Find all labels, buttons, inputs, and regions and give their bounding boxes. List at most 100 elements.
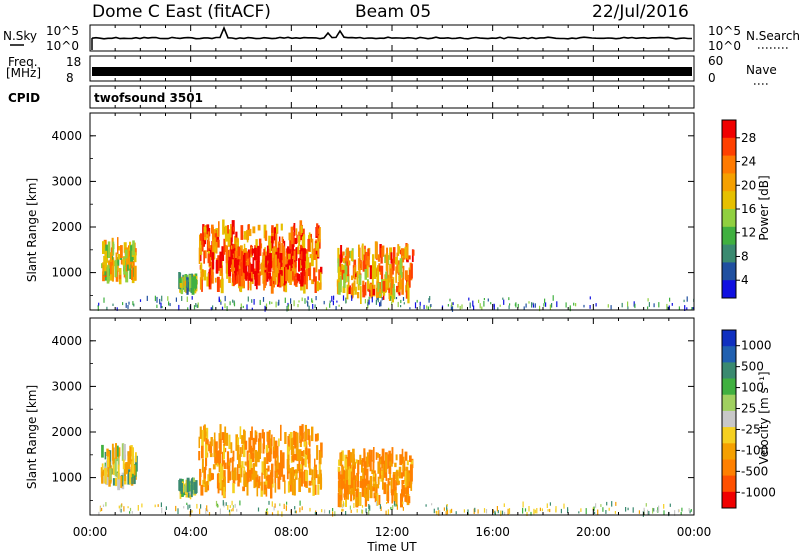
data-cell	[376, 298, 378, 301]
data-cell	[220, 301, 222, 305]
data-cell	[428, 298, 430, 303]
data-cell	[297, 247, 300, 255]
data-cell	[363, 487, 366, 498]
data-cell	[381, 245, 385, 257]
data-cell	[293, 479, 296, 496]
colorbar-tick-label: 24	[741, 155, 756, 169]
data-cell	[262, 278, 265, 284]
data-cell	[353, 479, 355, 495]
data-cell	[264, 234, 267, 241]
data-cell	[175, 297, 177, 302]
data-cell	[332, 300, 334, 306]
data-cell	[398, 275, 401, 282]
data-cell	[276, 268, 279, 285]
data-cell	[399, 454, 402, 466]
data-cell	[377, 452, 379, 458]
data-cell	[592, 507, 594, 511]
data-cell	[307, 301, 309, 307]
data-cell	[614, 511, 616, 514]
data-cell	[238, 268, 241, 287]
data-cell	[290, 298, 292, 304]
data-cell	[401, 257, 405, 263]
data-cell	[293, 269, 297, 274]
data-cell	[259, 299, 261, 305]
data-cell	[112, 303, 114, 306]
data-cell	[270, 481, 273, 499]
colorbar-swatch	[722, 346, 736, 363]
data-cell	[128, 301, 130, 305]
data-cell	[377, 282, 380, 292]
data-cell	[387, 509, 389, 516]
data-cell	[302, 236, 305, 250]
data-cell	[242, 305, 244, 308]
data-cell	[296, 234, 298, 244]
data-cell	[395, 297, 398, 300]
data-cell	[317, 228, 320, 235]
data-cell	[346, 260, 350, 277]
colorbar-swatch	[722, 410, 736, 428]
data-cell	[194, 279, 197, 289]
data-cell	[645, 503, 647, 507]
data-cell	[250, 468, 253, 474]
data-cell	[228, 268, 232, 274]
data-cell	[304, 424, 307, 440]
data-cell	[351, 295, 353, 301]
data-cell	[410, 263, 413, 279]
data-cell	[283, 267, 286, 286]
data-cell	[314, 512, 316, 515]
data-cell	[334, 511, 336, 517]
data-cell	[205, 508, 207, 514]
data-cell	[363, 461, 367, 476]
data-cell	[378, 495, 381, 505]
data-cell	[223, 462, 227, 470]
data-cell	[223, 460, 226, 465]
data-cell	[398, 466, 402, 479]
data-cell	[298, 449, 302, 462]
data-cell	[104, 467, 107, 476]
data-cell	[273, 437, 275, 451]
data-cell	[315, 296, 317, 301]
data-cell	[297, 274, 300, 282]
data-cell	[277, 301, 279, 306]
data-cell	[113, 261, 116, 267]
data-cell	[276, 445, 279, 456]
data-cell	[372, 254, 375, 269]
data-cell	[293, 231, 295, 248]
data-cell	[690, 509, 692, 512]
data-cell	[258, 476, 261, 484]
data-cell	[528, 506, 530, 512]
data-cell	[677, 509, 680, 513]
data-cell	[303, 271, 307, 285]
data-cell	[338, 477, 341, 488]
data-cell	[211, 252, 215, 270]
data-cell	[227, 260, 230, 274]
data-cell	[361, 509, 364, 514]
data-cell	[103, 255, 105, 265]
data-cell	[154, 295, 156, 302]
data-cell	[380, 474, 384, 482]
data-cell	[360, 261, 363, 270]
data-cell	[320, 442, 323, 458]
data-cell	[209, 441, 213, 454]
data-cell	[274, 482, 277, 493]
data-cell	[314, 304, 316, 309]
data-cell	[246, 237, 249, 243]
data-cell	[402, 297, 405, 301]
data-cell	[156, 296, 158, 303]
data-cell	[219, 299, 222, 302]
data-cell	[273, 272, 276, 281]
colorbar-swatch	[722, 209, 736, 228]
data-cell	[247, 272, 249, 291]
data-cell	[408, 473, 410, 482]
data-cell	[403, 302, 405, 305]
data-cell	[412, 249, 415, 256]
data-cell	[225, 502, 227, 506]
data-cell	[298, 300, 300, 303]
data-cell	[392, 258, 395, 271]
data-cell	[305, 279, 308, 290]
data-cell	[428, 298, 430, 301]
data-cell	[549, 508, 551, 513]
data-cell	[376, 493, 379, 506]
data-cell	[115, 252, 118, 261]
data-cell	[627, 306, 629, 310]
